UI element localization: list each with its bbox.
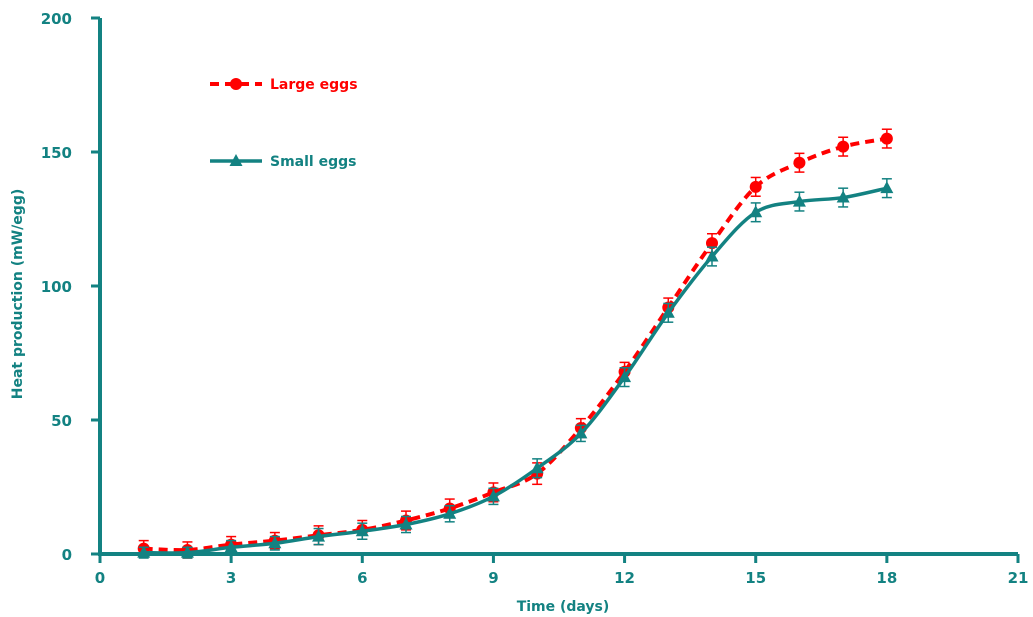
small-eggs-point xyxy=(443,506,457,519)
small-eggs-line xyxy=(143,186,888,555)
x-tick-label: 15 xyxy=(745,569,766,587)
legend-label: Large eggs xyxy=(270,77,358,93)
small-eggs-point xyxy=(312,529,326,542)
small-eggs-point xyxy=(836,190,850,203)
large-eggs-point xyxy=(749,180,762,193)
small-eggs-point xyxy=(224,540,238,553)
y-tick-label: 0 xyxy=(62,546,72,564)
small-eggs-point xyxy=(792,194,806,207)
large-eggs-point xyxy=(706,237,718,250)
large-eggs-point xyxy=(793,156,806,169)
x-axis-title: Time (days) xyxy=(517,599,610,615)
x-tick-label: 3 xyxy=(226,569,236,587)
legend-item-large-eggs: Large eggs xyxy=(210,77,358,93)
large-eggs-line xyxy=(143,136,888,553)
legend-marker xyxy=(229,154,243,166)
small-eggs-point xyxy=(355,524,369,537)
y-axis-title: Heat production (mW/egg) xyxy=(10,189,26,400)
small-eggs-point xyxy=(749,205,763,218)
large-eggs-point xyxy=(837,140,850,153)
small-eggs-point xyxy=(705,249,719,262)
small-eggs-point xyxy=(486,489,500,502)
small-eggs-point xyxy=(661,305,675,318)
x-tick-label: 18 xyxy=(876,569,897,587)
x-tick-label: 12 xyxy=(614,569,635,587)
small-eggs-point xyxy=(618,370,632,383)
series-layer xyxy=(137,128,894,559)
x-tick-label: 21 xyxy=(1008,569,1029,587)
x-tick-label: 6 xyxy=(357,569,367,587)
small-eggs-point xyxy=(880,181,894,194)
small-eggs-point xyxy=(574,426,588,439)
legend-item-small-eggs: Small eggs xyxy=(210,154,356,170)
small-eggs-point xyxy=(530,461,544,474)
large-eggs-point xyxy=(880,132,893,145)
y-tick-label: 50 xyxy=(51,412,72,430)
y-tick-label: 200 xyxy=(41,10,72,28)
small-eggs-point xyxy=(268,536,282,549)
y-tick-label: 100 xyxy=(41,278,72,296)
x-tick-label: 0 xyxy=(95,569,105,587)
legend: Large eggs Small eggs xyxy=(210,77,358,170)
y-tick-label: 150 xyxy=(41,144,72,162)
small-eggs-point xyxy=(399,517,413,530)
x-tick-label: 9 xyxy=(488,569,498,587)
legend-marker xyxy=(230,78,242,90)
legend-label: Small eggs xyxy=(270,154,356,170)
axes-layer: 0 50 100 150 200 0 3 6 9 12 15 18 21 xyxy=(41,10,1029,587)
